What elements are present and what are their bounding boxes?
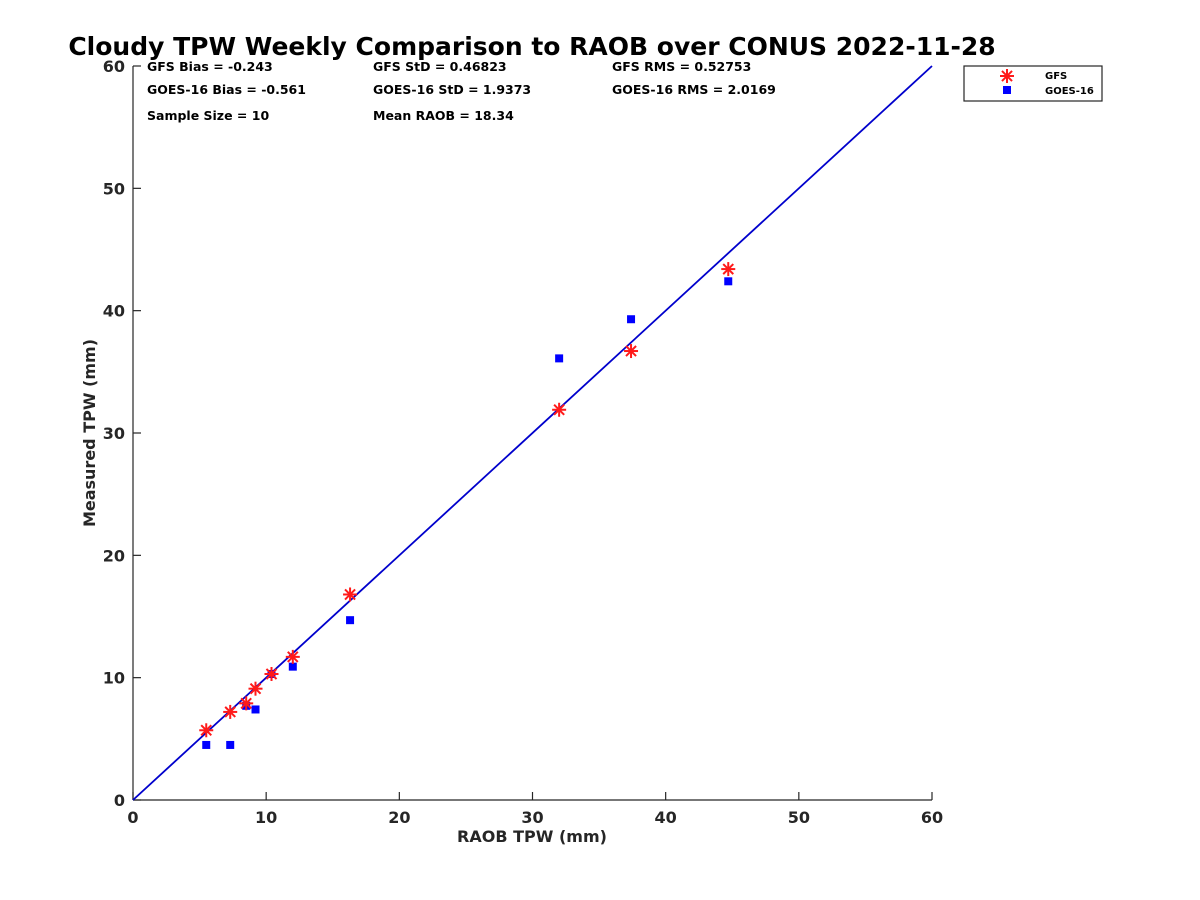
goes16-point	[555, 354, 564, 363]
data-points	[199, 262, 736, 749]
y-tick-label: 10	[103, 669, 125, 688]
legend-gfs-marker	[1000, 69, 1014, 83]
x-tick-label: 60	[921, 808, 943, 827]
stat-mean-raob: Mean RAOB = 18.34	[373, 108, 514, 123]
gfs-point	[624, 344, 639, 359]
x-tick-label: 10	[255, 808, 277, 827]
x-tick-label: 40	[655, 808, 677, 827]
x-tick-label: 30	[521, 808, 543, 827]
stat-sample-size: Sample Size = 10	[147, 108, 269, 123]
y-tick-label: 30	[103, 424, 125, 443]
goes16-point	[346, 616, 355, 625]
stats-block: GFS Bias = -0.243 GFS StD = 0.46823 GFS …	[147, 59, 776, 123]
x-tick-label: 50	[788, 808, 810, 827]
stat-goes-rms: GOES-16 RMS = 2.0169	[612, 82, 776, 97]
gfs-point	[721, 262, 736, 277]
stat-gfs-rms: GFS RMS = 0.52753	[612, 59, 751, 74]
ticks: 0 10 20 30 40 50 60 0 10 20 30 40 50 60	[103, 57, 943, 827]
x-tick-label: 0	[127, 808, 138, 827]
legend: GFS GOES-16	[963, 65, 1103, 102]
gfs-point	[264, 666, 279, 681]
x-tick-label: 20	[388, 808, 410, 827]
y-tick-label: 50	[103, 179, 125, 198]
goes16-point	[251, 705, 260, 714]
y-axis-label: Measured TPW (mm)	[80, 339, 99, 527]
chart-title: Cloudy TPW Weekly Comparison to RAOB ove…	[68, 32, 995, 61]
gfs-point	[239, 696, 254, 711]
one-to-one-line	[132, 65, 933, 801]
legend-gfs-label: GFS	[1045, 71, 1067, 82]
gfs-point	[552, 402, 567, 417]
stat-goes-bias: GOES-16 Bias = -0.561	[147, 82, 306, 97]
legend-goes-marker	[1003, 86, 1011, 94]
stat-gfs-bias: GFS Bias = -0.243	[147, 59, 273, 74]
legend-box	[963, 65, 1103, 102]
gfs-point	[248, 681, 263, 696]
stat-goes-std: GOES-16 StD = 1.9373	[373, 82, 531, 97]
reference-line	[132, 65, 933, 801]
gfs-point	[285, 649, 300, 664]
goes16-point	[627, 315, 636, 324]
y-tick-label: 60	[103, 57, 125, 76]
x-axis-label: RAOB TPW (mm)	[457, 827, 607, 846]
y-tick-label: 40	[103, 302, 125, 321]
gfs-point	[223, 704, 238, 719]
goes16-point	[226, 740, 235, 749]
y-tick-label: 0	[114, 791, 125, 810]
stat-gfs-std: GFS StD = 0.46823	[373, 59, 507, 74]
goes16-point	[202, 740, 211, 749]
legend-gfs-asterisk	[1000, 69, 1014, 83]
y-tick-label: 20	[103, 546, 125, 565]
gfs-point	[343, 587, 358, 602]
goes16-point	[288, 662, 297, 671]
goes16-point	[724, 277, 733, 286]
legend-goes-label: GOES-16	[1045, 86, 1094, 97]
gfs-point	[199, 723, 214, 738]
